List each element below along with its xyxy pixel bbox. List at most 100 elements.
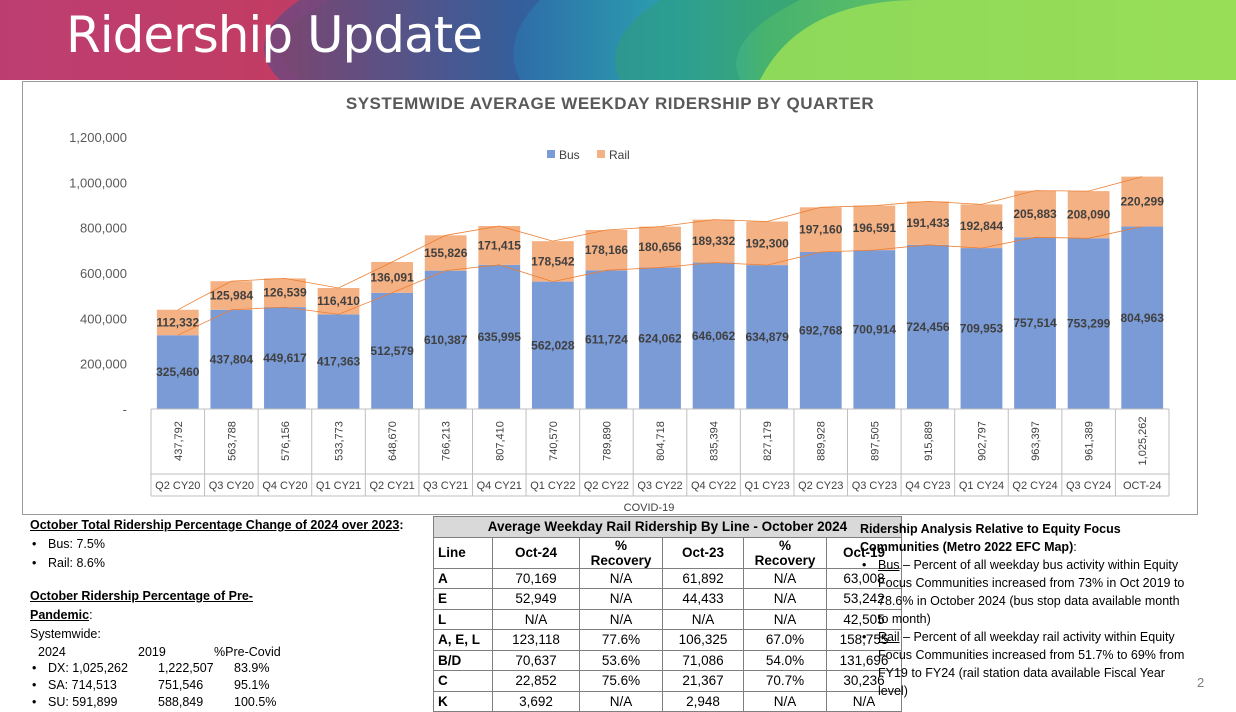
bus-bar: [424, 270, 467, 409]
category-label: Q2 CY23: [798, 480, 843, 492]
table-row: C 22,852 75.6% 21,367 70.7% 30,236: [433, 670, 902, 692]
table-cell: 70,637: [492, 649, 580, 671]
bus-bar: [585, 270, 628, 409]
line-name: B/D: [433, 649, 493, 671]
bus-data-label: 753,299: [1067, 317, 1111, 331]
rail-bar: [531, 241, 574, 282]
category-label: Q4 CY20: [262, 480, 307, 492]
value-2019: 588,849: [158, 695, 204, 709]
line-name: C: [433, 670, 493, 692]
bus-bar: [639, 267, 681, 409]
bus-bar: [1014, 237, 1056, 409]
total-label: 902,797: [976, 421, 988, 461]
rail-equity-label: Rail: [878, 630, 900, 644]
rail-bar: [585, 229, 628, 271]
covid-annotation: COVID-19: [624, 502, 675, 514]
bus-trend-line: [177, 226, 1143, 336]
table-header: Line: [433, 536, 493, 569]
table-cell: 53.6%: [579, 649, 663, 671]
col-2024-header: 2024: [38, 645, 66, 659]
total-label: 835,394: [709, 421, 721, 461]
total-label: 804,718: [655, 421, 667, 461]
total-label: 533,773: [334, 421, 346, 461]
rail-data-label: 171,415: [478, 238, 522, 252]
total-label: 563,788: [226, 421, 238, 461]
total-label: 897,505: [869, 421, 881, 461]
total-label: 915,889: [923, 421, 935, 461]
table-cell: 67.0%: [743, 629, 827, 651]
rail-bar: [746, 221, 789, 266]
rail-bar: [371, 261, 414, 293]
category-label: Q4 CY21: [477, 480, 522, 492]
line-name: A: [433, 567, 493, 589]
total-change-heading: October Total Ridership Percentage Chang…: [30, 518, 400, 532]
table-cell: 3,692: [492, 690, 580, 712]
rail-equity-text: – Percent of all weekday rail activity w…: [878, 630, 1185, 698]
page-title: Ridership Update: [66, 6, 483, 64]
rail-data-label: 220,299: [1121, 195, 1165, 209]
heading1-colon: :: [399, 518, 404, 532]
table-cell: N/A: [579, 588, 663, 610]
y-tick-label: 1,000,000: [69, 175, 127, 190]
table-cell: 123,118: [492, 629, 580, 651]
bus-data-label: 700,914: [853, 323, 897, 337]
rail-change: Rail: 8.6%: [30, 554, 420, 573]
col-2019-header: 2019: [138, 645, 166, 659]
category-label: Q2 CY22: [584, 480, 629, 492]
bus-equity-note: Bus – Percent of all weekday bus activit…: [860, 556, 1190, 628]
bus-data-label: 610,387: [424, 333, 468, 347]
equity-heading: Ridership Analysis Relative to Equity Fo…: [860, 522, 1121, 554]
category-label: Q3 CY23: [852, 480, 897, 492]
rail-bar: [906, 201, 949, 245]
pre-pandemic-row: SU: 591,899 588,849 100.5%: [30, 694, 420, 711]
category-label: Q1 CY21: [316, 480, 361, 492]
rail-data-label: 196,591: [853, 221, 897, 235]
category-label: Q1 CY23: [745, 480, 790, 492]
bus-data-label: 417,363: [317, 355, 361, 369]
heading2-colon: :: [89, 608, 93, 622]
bus-data-label: 512,579: [370, 344, 414, 358]
banner-graphic: [0, 0, 1236, 80]
value-2019: 1,222,507: [158, 661, 214, 675]
y-axis: - 200,000 400,000 600,000 800,000 1,000,000 1,…: [69, 130, 127, 417]
table-row: E 52,949 N/A 44,433 N/A 53,242: [433, 588, 902, 610]
y-tick-label: 1,200,000: [69, 130, 127, 145]
bus-data-label: 611,724: [585, 333, 628, 347]
total-label: 437,792: [173, 421, 185, 461]
rail-bar: [156, 309, 199, 336]
table-cell: 22,852: [492, 670, 580, 692]
table-cell: 77.6%: [579, 629, 663, 651]
y-tick-label: 200,000: [80, 357, 127, 372]
value-2019: 751,546: [158, 678, 204, 692]
category-label: Q4 CY23: [905, 480, 950, 492]
rail-data-label: 208,090: [1067, 208, 1111, 222]
page-number: 2: [1197, 675, 1205, 690]
rail-data-label: 189,332: [692, 234, 736, 248]
table-header: Oct-24: [492, 536, 580, 569]
value-2024: DX: 1,025,262: [48, 661, 128, 675]
table-cell: N/A: [579, 608, 663, 630]
bus-bar: [746, 265, 789, 409]
category-label: Q4 CY22: [691, 480, 736, 492]
rail-data-label: 191,433: [906, 216, 950, 230]
y-tick-label: 400,000: [80, 311, 127, 326]
rail-bar: [960, 204, 1003, 249]
pre-pandemic-heading: October Ridership Percentage of Pre-Pand…: [30, 589, 253, 622]
equity-heading-colon: :: [1073, 540, 1077, 554]
rail-data-label: 192,844: [960, 219, 1004, 233]
category-label: Q3 CY22: [637, 480, 682, 492]
rail-data-label: 197,160: [799, 223, 843, 237]
table-cell: 106,325: [662, 629, 744, 651]
ridership-chart: SYSTEMWIDE AVERAGE WEEKDAY RIDERSHIP BY …: [22, 81, 1198, 515]
category-label: Q2 CY24: [1012, 480, 1057, 492]
rail-bar: [424, 235, 467, 271]
table-cell: N/A: [492, 608, 580, 630]
bus-bar: [531, 281, 574, 409]
bus-bar: [371, 292, 414, 409]
bus-bar: [478, 264, 521, 409]
y-tick-label: -: [123, 402, 127, 417]
category-label: Q1 CY22: [530, 480, 575, 492]
bus-equity-text: – Percent of all weekday bus activity wi…: [878, 558, 1185, 626]
table-header: % Recovery: [579, 536, 663, 569]
rail-bar: [799, 207, 842, 252]
